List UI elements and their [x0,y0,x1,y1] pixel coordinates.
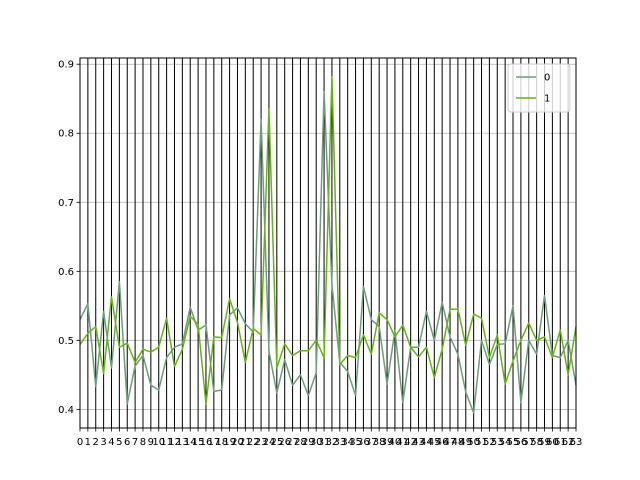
legend-label-1: 1 [544,94,550,105]
y-tick-label: 0.5 [58,336,74,347]
x-tick-label: 57 [522,437,535,448]
x-tick-label: 63 [570,437,583,448]
x-tick-label: 4 [108,437,114,448]
x-tick-label: 33 [333,437,346,448]
x-tick-label: 58 [530,437,543,448]
x-tick-label: 35 [349,437,362,448]
x-tick-label: 17 [207,437,220,448]
series-layer [79,75,577,414]
x-tick-label: 14 [184,437,197,448]
x-tick-label: 30 [310,437,323,448]
x-tick-label: 34 [341,437,354,448]
x-tick-label: 53 [491,437,504,448]
x-tick-label: 28 [294,437,307,448]
x-tick-label: 1 [85,437,91,448]
x-tick-label: 27 [286,437,299,448]
x-tick-label: 19 [223,437,236,448]
x-tick-label: 62 [562,437,575,448]
legend-box [507,63,571,113]
x-tick-label: 7 [132,437,138,448]
y-tick-label: 0.9 [58,60,74,71]
x-tick-label: 38 [373,437,386,448]
x-tick-label: 12 [168,437,181,448]
x-tick-label: 26 [278,437,291,448]
x-tick-label: 37 [365,437,378,448]
x-tick-label: 6 [124,437,130,448]
x-tick-label: 29 [302,437,315,448]
x-tick-label: 36 [357,437,370,448]
x-tick-label: 32 [326,437,339,448]
x-tick-label: 52 [483,437,496,448]
x-tick-label: 24 [263,437,276,448]
x-tick-label: 5 [116,437,122,448]
x-tick-label: 22 [247,437,260,448]
x-tick-label: 50 [467,437,480,448]
x-tick-label: 40 [389,437,402,448]
x-tick-label: 51 [475,437,488,448]
x-tick-label: 49 [459,437,472,448]
y-tick-label: 0.6 [58,267,74,278]
legend-label-0: 0 [544,73,550,84]
x-tick-label: 0 [77,437,83,448]
x-tick-label: 20 [231,437,244,448]
x-tick-label: 56 [515,437,528,448]
x-tick-label: 44 [420,437,433,448]
plot-frame [79,57,577,429]
x-tick-label: 10 [152,437,165,448]
x-tick-label: 8 [140,437,146,448]
x-tick-label: 59 [538,437,551,448]
x-tick-label: 31 [318,437,331,448]
x-tick-label: 3 [100,437,106,448]
x-tick-label: 48 [452,437,465,448]
x-tick-label: 60 [546,437,559,448]
y-tick-label: 0.4 [58,405,74,416]
y-tick-label: 0.7 [58,198,74,209]
x-tick-label: 13 [176,437,189,448]
x-axis: 0 1 2 3 4 5 6 7 8 9101112131415161718192021222324… [77,428,583,448]
x-tick-label: 9 [148,437,154,448]
legend: 01 [507,63,571,113]
x-tick-label: 21 [239,437,252,448]
x-tick-label: 2 [93,437,99,448]
y-tick-label: 0.8 [58,129,74,140]
x-tick-label: 47 [444,437,457,448]
x-tick-label: 55 [507,437,520,448]
x-tick-label: 25 [270,437,283,448]
x-tick-label: 46 [436,437,449,448]
series-line-0 [79,91,577,414]
x-tick-label: 11 [160,437,173,448]
x-tick-label: 61 [554,437,567,448]
x-tick-label: 42 [404,437,417,448]
x-tick-label: 15 [192,437,205,448]
x-tick-label: 18 [215,437,228,448]
series-line-1 [79,75,577,405]
x-tick-label: 54 [499,437,512,448]
x-tick-label: 43 [412,437,425,448]
x-tick-label: 23 [255,437,268,448]
y-axis: 0.4 0.5 0.6 0.7 0.8 0.9 [58,60,80,416]
x-tick-label: 45 [428,437,441,448]
x-tick-label: 16 [200,437,213,448]
x-tick-label: 39 [381,437,394,448]
x-tick-label: 41 [396,437,409,448]
